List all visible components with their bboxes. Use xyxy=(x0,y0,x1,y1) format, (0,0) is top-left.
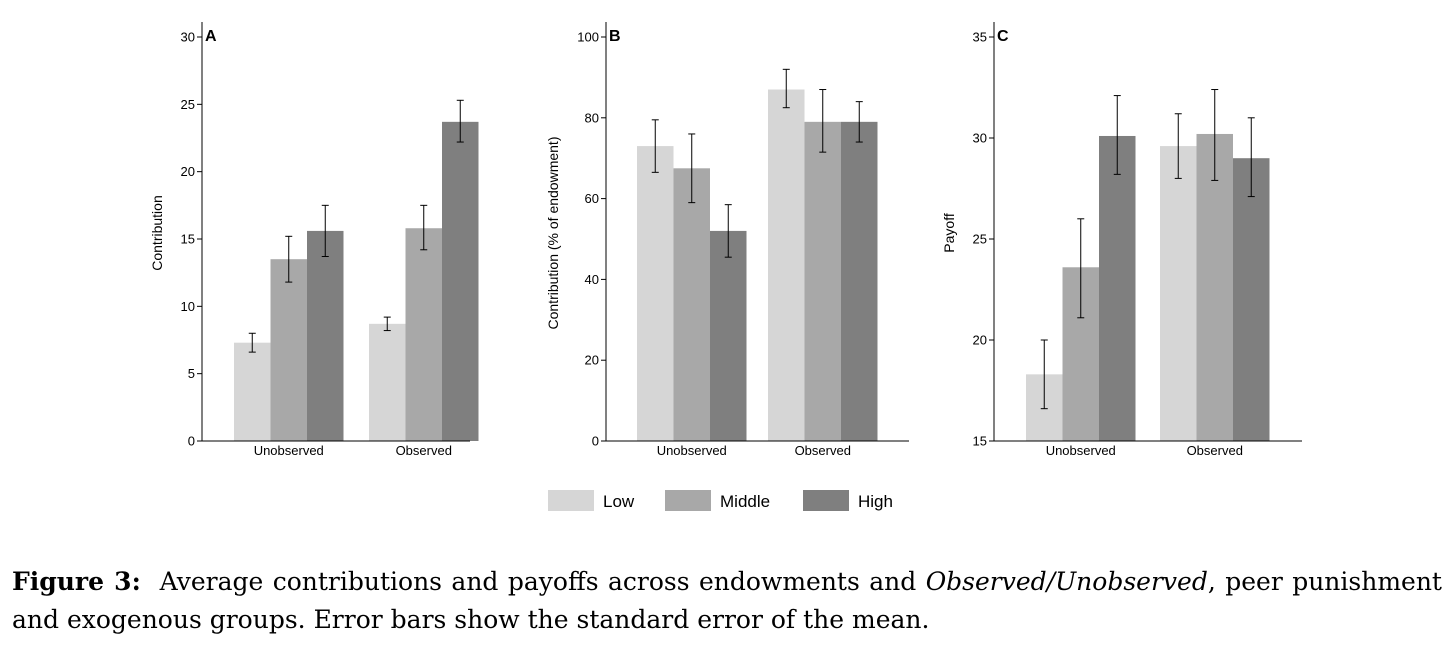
legend-swatch xyxy=(665,490,711,511)
error-bar-middle-observed xyxy=(1211,89,1219,181)
y-tick-label: 20 xyxy=(585,353,599,368)
panel-label: C xyxy=(997,28,1009,45)
error-bar-middle-unobserved xyxy=(1077,218,1085,319)
y-tick-label: 30 xyxy=(181,30,195,45)
y-tick-label: 25 xyxy=(973,232,987,247)
error-bar-middle-observed xyxy=(420,204,428,251)
y-tick-label: 20 xyxy=(181,164,195,179)
caption-italic: Observed/Unobserved xyxy=(925,567,1208,596)
bar-middle-unobserved xyxy=(673,168,710,442)
legend-swatch xyxy=(548,490,594,511)
bar-low-unobserved xyxy=(637,146,674,441)
bar-middle-observed xyxy=(804,121,841,441)
x-tick-label: Observed xyxy=(396,443,452,458)
error-bar-low-unobserved xyxy=(248,332,256,353)
y-tick-label: 60 xyxy=(585,191,599,206)
panel-b: Unobserved Observed 0 20 40 60 80 100 Contributi… xyxy=(545,22,909,458)
y-tick-label: 5 xyxy=(188,366,195,381)
bar-high-observed xyxy=(841,121,878,441)
legend-item-low: Low xyxy=(548,490,635,511)
y-tick-label: 15 xyxy=(181,232,195,247)
y-tick-label: 10 xyxy=(181,299,195,314)
error-bar-low-unobserved xyxy=(1040,339,1048,410)
error-bar-middle-observed xyxy=(819,89,827,153)
y-tick-label: 40 xyxy=(585,272,599,287)
error-bar-high-observed xyxy=(456,99,464,143)
x-tick-label: Unobserved xyxy=(254,443,324,458)
bar-high-observed xyxy=(1233,158,1270,441)
legend-swatch xyxy=(803,490,849,511)
y-tick-label: 20 xyxy=(973,333,987,348)
legend-label: Middle xyxy=(720,492,770,511)
error-bar-high-unobserved xyxy=(321,204,329,258)
y-tick-label: 15 xyxy=(973,434,987,449)
y-axis-label: Payoff xyxy=(941,213,957,253)
y-tick-label: 25 xyxy=(181,97,195,112)
caption-text-after: , peer punishment and exogenous groups. … xyxy=(12,567,1442,634)
panel-label: A xyxy=(205,28,217,45)
x-tick-label: Observed xyxy=(795,443,851,458)
x-tick-label: Observed xyxy=(1187,443,1243,458)
bar-low-observed xyxy=(1160,146,1197,441)
error-bar-low-observed xyxy=(383,316,391,332)
bar-low-observed xyxy=(768,89,805,442)
bar-low-unobserved xyxy=(234,342,271,441)
figure-caption: Figure 3: Average contributions and payo… xyxy=(12,563,1442,639)
y-tick-label: 100 xyxy=(577,30,599,45)
bar-middle-unobserved xyxy=(270,259,307,441)
bar-high-unobserved xyxy=(307,230,344,441)
panel-c: Unobserved Observed 15 20 25 30 35 Payoff C xyxy=(941,22,1302,458)
error-bar-low-unobserved xyxy=(651,119,659,173)
figure-3: Unobserved Observed 0 5 10 15 20 25 30 Contributi… xyxy=(149,22,1302,511)
error-bar-low-observed xyxy=(782,68,790,109)
y-tick-label: 30 xyxy=(973,131,987,146)
y-tick-label: 80 xyxy=(585,110,599,125)
y-tick-label: 0 xyxy=(592,434,599,449)
error-bar-high-unobserved xyxy=(724,204,732,258)
error-bar-middle-unobserved xyxy=(285,235,293,283)
bar-high-unobserved xyxy=(710,230,747,441)
error-bar-high-observed xyxy=(855,101,863,143)
bar-high-unobserved xyxy=(1099,135,1136,442)
legend-label: Low xyxy=(603,492,635,511)
bar-high-observed xyxy=(442,121,479,441)
y-tick-label: 35 xyxy=(973,30,987,45)
bar-low-observed xyxy=(369,323,406,441)
error-bar-middle-unobserved xyxy=(688,133,696,204)
y-axis-label: Contribution (% of endowment) xyxy=(545,137,561,330)
caption-label: Figure 3: xyxy=(12,567,141,596)
x-tick-label: Unobserved xyxy=(657,443,727,458)
y-tick-label: 0 xyxy=(188,434,195,449)
caption-text-before: Average contributions and payoffs across… xyxy=(159,567,926,596)
legend: Low Middle High xyxy=(548,490,893,511)
error-bar-low-observed xyxy=(1174,113,1182,179)
legend-item-middle: Middle xyxy=(665,490,770,511)
error-bar-high-observed xyxy=(1247,117,1255,198)
chart-panels: Unobserved Observed 0 5 10 15 20 25 30 Contributi… xyxy=(149,22,1302,458)
bar-middle-observed xyxy=(405,228,442,441)
panel-a: Unobserved Observed 0 5 10 15 20 25 30 Contributi… xyxy=(149,22,479,458)
legend-item-high: High xyxy=(803,490,893,511)
error-bar-high-unobserved xyxy=(1113,95,1121,175)
x-tick-label: Unobserved xyxy=(1046,443,1116,458)
bar-middle-observed xyxy=(1196,133,1233,441)
legend-label: High xyxy=(858,492,893,511)
y-axis-label: Contribution xyxy=(149,195,165,271)
panel-label: B xyxy=(609,28,621,45)
